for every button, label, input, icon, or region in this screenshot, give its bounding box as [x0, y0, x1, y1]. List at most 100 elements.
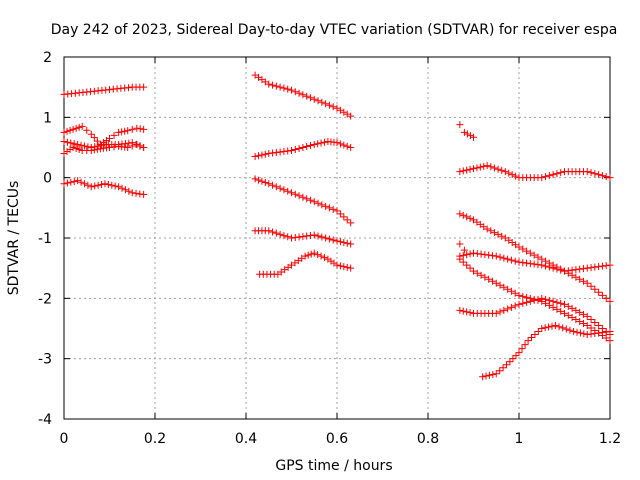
data-point [314, 199, 322, 207]
data-point [343, 216, 351, 224]
data-point [456, 168, 464, 176]
data-point [306, 196, 314, 204]
x-tick-label: 0.6 [326, 431, 348, 447]
data-point [531, 331, 539, 339]
data-point [98, 180, 106, 188]
series-s1 [60, 83, 148, 98]
data-point [528, 334, 536, 342]
data-point [325, 204, 333, 212]
data-point [549, 264, 557, 272]
data-point [340, 141, 348, 149]
data-point [72, 145, 80, 153]
data-point [94, 181, 102, 189]
data-point [110, 131, 118, 139]
data-point [140, 191, 148, 199]
series-s5 [60, 177, 148, 199]
data-point [481, 251, 489, 259]
data-point [470, 165, 477, 173]
data-point [564, 267, 572, 275]
data-point [557, 299, 565, 307]
data-point [288, 147, 295, 155]
data-point [595, 263, 603, 271]
data-point [523, 298, 531, 306]
data-point [136, 125, 144, 133]
data-point [534, 295, 542, 303]
data-point [318, 98, 326, 106]
data-point [483, 225, 491, 233]
x-axis-label: GPS time / hours [275, 458, 392, 474]
data-point [347, 240, 355, 248]
data-point [303, 195, 311, 203]
data-point [534, 261, 542, 269]
data-point [553, 298, 561, 306]
data-point [87, 183, 95, 191]
data-point [111, 182, 119, 190]
data-point [485, 251, 493, 259]
data-point [115, 128, 123, 136]
data-point [483, 162, 491, 170]
data-point [456, 255, 464, 263]
data-point [538, 294, 546, 302]
data-point [303, 92, 311, 100]
data-point [280, 186, 288, 194]
data-point [128, 189, 136, 197]
data-point [255, 176, 263, 184]
data-point [595, 329, 603, 337]
data-point [265, 150, 273, 158]
data-point [568, 266, 576, 274]
data-point [606, 337, 614, 345]
data-point [291, 146, 299, 154]
data-point [276, 83, 284, 91]
data-point [106, 134, 113, 142]
data-point [541, 324, 549, 332]
data-point [295, 192, 303, 200]
data-point [456, 210, 464, 218]
x-tick-label: 0.4 [235, 431, 257, 447]
data-point [317, 252, 325, 260]
data-point [463, 213, 471, 221]
data-point [333, 237, 341, 245]
data-point [579, 310, 587, 318]
data-point [66, 126, 74, 134]
data-point [288, 86, 295, 94]
data-point [583, 168, 591, 176]
data-point [511, 289, 519, 297]
data-point [598, 262, 606, 270]
data-point [564, 302, 572, 310]
data-point [269, 228, 277, 236]
data-point [507, 303, 515, 311]
data-point [482, 372, 490, 380]
data-point [492, 309, 500, 317]
data-point [310, 231, 318, 239]
data-point [570, 328, 578, 336]
data-point [591, 330, 599, 338]
data-point [606, 297, 614, 305]
data-point [508, 171, 516, 179]
x-tick-label: 1.2 [599, 431, 621, 447]
data-point [502, 361, 510, 369]
data-point [538, 255, 546, 263]
data-point [602, 294, 610, 302]
data-point [272, 183, 280, 191]
data-point [269, 81, 277, 89]
data-point [549, 303, 557, 311]
data-point [265, 180, 273, 188]
data-point [251, 175, 259, 183]
data-point [347, 219, 355, 227]
data-point [587, 282, 595, 290]
data-point [511, 257, 519, 265]
data-point [276, 230, 284, 238]
data-point [121, 127, 129, 135]
data-point [118, 184, 126, 192]
data-point [90, 134, 98, 142]
data-point [598, 329, 606, 337]
data-point [504, 305, 512, 313]
data-point [579, 265, 587, 273]
data-point [480, 162, 488, 170]
data-point [562, 325, 570, 333]
data-point [595, 321, 603, 329]
data-point [133, 124, 141, 132]
data-point [587, 324, 595, 332]
y-tick-label: -2 [38, 291, 52, 307]
